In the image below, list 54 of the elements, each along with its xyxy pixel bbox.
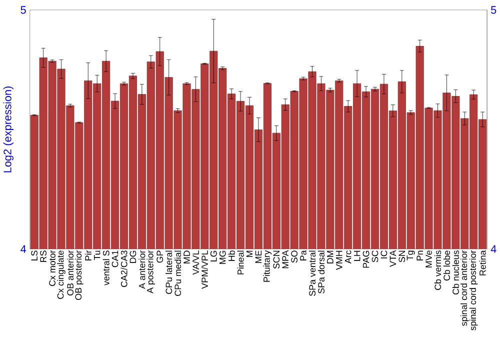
x-tick-label: MD <box>184 250 190 264</box>
x-tick-label: OB anterior <box>66 250 74 296</box>
x-tick-label: SPa dorsal <box>318 250 324 294</box>
x-tick-label: SN <box>398 251 406 262</box>
x-tick-label: VMH <box>336 251 342 270</box>
x-tick-label: ME <box>255 250 262 264</box>
y2-tick-label: 5 <box>491 6 496 14</box>
y2-tick-label: 4 <box>490 245 496 253</box>
x-tick-label: MVe <box>426 250 432 268</box>
x-tick-label: A anterior <box>138 250 146 290</box>
x-tick-label: Cb nucleus <box>452 250 459 295</box>
x-tick-label: DG <box>130 251 136 264</box>
x-tick-label: PAG <box>362 251 370 268</box>
x-tick-label: MG <box>219 251 226 264</box>
x-tick-label: Pn <box>416 250 423 261</box>
x-tick-label: SO <box>291 250 298 263</box>
x-tick-label: Pir <box>84 250 92 261</box>
x-tick-label: LS <box>31 250 38 261</box>
x-tick-label: SPa ventral <box>308 250 316 296</box>
x-tick-label: CA2/CA3 <box>120 250 128 288</box>
x-tick-label: OB posterior <box>75 250 84 300</box>
x-tick-label: M <box>246 251 253 258</box>
x-tick-label: DM <box>327 251 334 264</box>
x-tick-label: spinal cord anterior <box>460 250 469 326</box>
x-tick-label: LG <box>210 251 217 262</box>
x-tick-label: Tu <box>94 250 100 260</box>
x-tick-label: GP <box>156 250 164 263</box>
x-tick-label: CPu medial <box>174 251 182 296</box>
x-tick-label: Tg <box>406 250 415 261</box>
x-tick-label: Cx motor <box>49 250 56 286</box>
x-tick-label: IC <box>380 250 388 258</box>
x-tick-label: A posterior <box>146 250 156 294</box>
x-tick-label: CPu lateral <box>166 251 172 294</box>
x-tick-label: CA1 <box>112 250 118 268</box>
x-tick-label: LH <box>354 251 360 262</box>
x-tick-label: Cb vermis <box>434 250 442 290</box>
x-tick-label: VTA <box>390 250 396 268</box>
x-tick-label: Retina <box>479 250 486 276</box>
x-tick-label: Arc <box>344 250 352 264</box>
x-tick-label: Cx cingulate <box>57 250 66 300</box>
x-tick-label: Hb <box>228 250 235 262</box>
x-tick-label: Pa <box>300 250 306 261</box>
y-axis-title: Log2 (expression) <box>3 86 14 172</box>
x-tick-label: SC <box>372 250 378 262</box>
x-tick-label: SCN <box>273 251 280 269</box>
x-tick-label: RS <box>40 250 46 262</box>
x-tick-label: Pineal <box>237 250 244 274</box>
x-tick-label: Cb lobe <box>443 250 450 281</box>
x-tick-label: VPM/VPL <box>201 250 208 290</box>
x-tick-label: Pituitary <box>263 250 272 282</box>
x-tick-label: VA/VL <box>192 250 199 275</box>
x-tick-label: ventral S <box>102 250 110 286</box>
x-tick-label: MPA <box>282 250 288 268</box>
x-tick-label: spinal cord posterior <box>469 250 478 331</box>
